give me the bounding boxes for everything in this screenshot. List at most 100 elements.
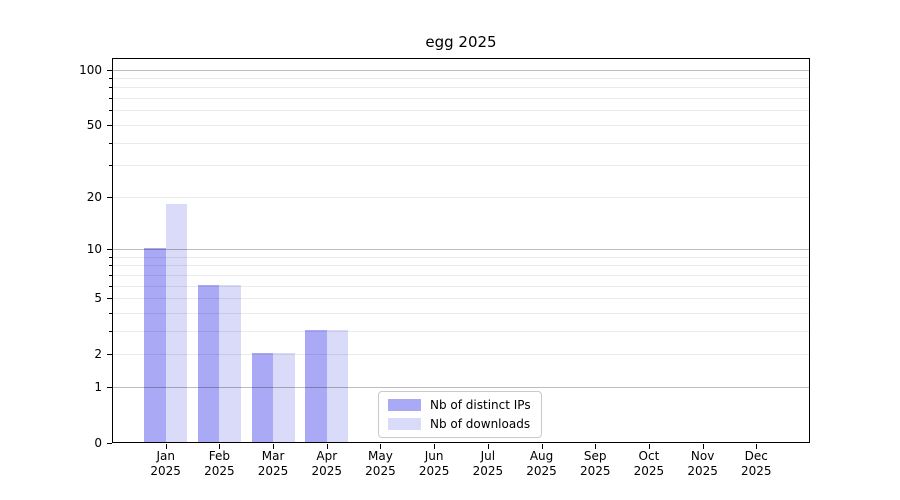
chart-title: egg 2025: [425, 33, 497, 51]
bar-nb-of-distinct-ips-feb: [197, 284, 220, 442]
x-tick-label-apr: Apr 2025: [295, 449, 359, 479]
legend: Nb of distinct IPs Nb of downloads: [378, 391, 542, 438]
y-tick-label: 20: [86, 189, 102, 204]
y-minor-tick-mark: [109, 142, 112, 144]
gridline-minor: [113, 196, 809, 198]
y-tick-mark: [107, 248, 112, 250]
x-tick-label-feb: Feb 2025: [187, 449, 251, 479]
legend-swatch-icon: [388, 418, 421, 430]
x-tick-month: Feb: [208, 449, 230, 463]
gridline-major: [113, 248, 809, 250]
legend-swatch-icon: [388, 399, 421, 411]
x-tick-month: Jan: [156, 449, 175, 463]
x-tick-label-dec: Dec 2025: [724, 449, 788, 479]
x-tick-year: 2025: [365, 464, 396, 478]
y-tick-label: 50: [86, 117, 102, 132]
x-tick-label-sep: Sep 2025: [563, 449, 627, 479]
x-tick-month: Sep: [583, 449, 607, 463]
x-tick-label-jan: Jan 2025: [134, 449, 198, 479]
x-tick-mark: [648, 444, 650, 449]
gridline-minor: [113, 124, 809, 126]
x-tick-mark: [487, 444, 489, 449]
y-minor-tick-mark: [109, 124, 112, 126]
y-minor-tick-mark: [109, 165, 112, 167]
gridline-minor: [113, 312, 809, 314]
gridline-major: [113, 386, 809, 388]
y-minor-tick-mark: [109, 274, 112, 276]
plot-area: [112, 58, 810, 443]
gridline-minor: [113, 274, 809, 276]
y-tick-label: 10: [86, 241, 102, 256]
gridline-minor: [113, 87, 809, 89]
y-minor-tick-mark: [109, 196, 112, 198]
y-minor-tick-mark: [109, 110, 112, 112]
x-tick-mark: [702, 444, 704, 449]
gridline-major: [113, 69, 809, 71]
legend-label: Nb of downloads: [430, 417, 531, 431]
x-tick-year: 2025: [472, 464, 504, 478]
gridline-minor: [113, 142, 809, 144]
x-tick-mark: [434, 444, 436, 449]
bar-nb-of-downloads-apr: [326, 329, 349, 442]
y-minor-tick-mark: [109, 312, 112, 314]
gridline-minor: [113, 354, 809, 356]
y-minor-tick-mark: [109, 78, 112, 80]
x-tick-month: Oct: [638, 449, 660, 463]
y-tick-mark: [107, 443, 112, 444]
x-tick-mark: [219, 444, 221, 449]
bar-nb-of-distinct-ips-mar: [251, 353, 274, 442]
y-tick-mark: [107, 69, 112, 71]
x-tick-month: Aug: [529, 449, 554, 463]
bar-nb-of-downloads-feb: [219, 284, 241, 442]
x-tick-mark: [595, 444, 597, 449]
x-tick-month: May: [368, 449, 393, 463]
y-minor-tick-mark: [109, 285, 112, 287]
x-tick-label-jun: Jun 2025: [402, 449, 466, 479]
y-tick-label: 1: [94, 379, 102, 394]
x-tick-mark: [541, 444, 543, 449]
y-tick-mark: [107, 386, 112, 388]
gridline-minor: [113, 110, 809, 112]
x-tick-month: Nov: [690, 449, 715, 463]
x-tick-year: 2025: [150, 464, 181, 478]
bar-nb-of-distinct-ips-apr: [305, 329, 327, 442]
x-tick-mark: [380, 444, 382, 449]
bar-nb-of-distinct-ips-jan: [144, 248, 166, 442]
x-tick-mark: [756, 444, 758, 449]
y-minor-tick-mark: [109, 330, 112, 332]
x-tick-year: 2025: [633, 464, 665, 478]
x-tick-label-jul: Jul 2025: [456, 449, 520, 479]
x-tick-month: Mar: [261, 449, 285, 463]
gridline-minor: [113, 330, 809, 332]
x-tick-label-may: May 2025: [348, 449, 412, 479]
x-tick-year: 2025: [204, 464, 235, 478]
legend-entry: Nb of downloads: [388, 417, 531, 431]
x-tick-year: 2025: [526, 464, 557, 478]
x-tick-label-nov: Nov 2025: [671, 449, 735, 479]
x-tick-label-aug: Aug 2025: [510, 449, 574, 479]
x-tick-month: Jul: [480, 449, 496, 463]
gridline-minor: [113, 165, 809, 167]
x-tick-year: 2025: [257, 464, 289, 478]
x-tick-mark: [326, 444, 328, 449]
y-minor-tick-mark: [109, 98, 112, 100]
y-tick-label: 0: [94, 436, 102, 450]
gridline-minor: [113, 285, 809, 287]
gridline-minor: [113, 256, 809, 258]
x-tick-year: 2025: [687, 464, 718, 478]
y-tick-label: 5: [94, 291, 102, 306]
legend-label: Nb of distinct IPs: [430, 398, 531, 412]
y-minor-tick-mark: [109, 265, 112, 267]
legend-entry: Nb of distinct IPs: [388, 398, 531, 412]
gridline-minor: [113, 98, 809, 100]
x-tick-month: Dec: [744, 449, 768, 463]
bar-nb-of-downloads-mar: [273, 353, 295, 442]
x-tick-year: 2025: [579, 464, 611, 478]
bar-nb-of-downloads-jan: [165, 203, 188, 442]
x-tick-mark: [273, 444, 275, 449]
y-minor-tick-mark: [109, 354, 112, 356]
x-tick-label-oct: Oct 2025: [617, 449, 681, 479]
y-minor-tick-mark: [109, 298, 112, 300]
x-tick-year: 2025: [311, 464, 343, 478]
x-tick-year: 2025: [741, 464, 772, 478]
